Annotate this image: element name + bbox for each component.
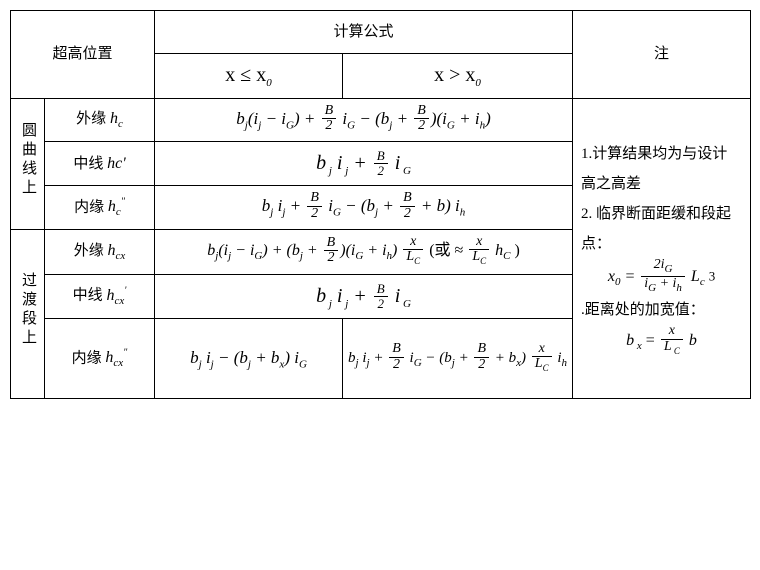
col-header-note: 注	[573, 11, 751, 99]
note-2: 2. 临界断面距缓和段起点：	[581, 199, 742, 259]
header-row-1: 超高位置 计算公式 注	[11, 11, 751, 54]
note-1: 1.计算结果均为与设计高之高差	[581, 139, 742, 199]
notes-cell: 1.计算结果均为与设计高之高差 2. 临界断面距缓和段起点： x0 = 2iGi…	[573, 98, 751, 399]
label-hc: 外缘 hc	[45, 98, 155, 141]
formula-hc: bj(ij − iG) + B2 iG − (bj + B2)(iG + ih)	[155, 98, 573, 141]
label-hcprime: 中线 hc'	[45, 141, 155, 186]
subheader-xle: x ≤ x0	[155, 54, 343, 99]
formula-hcx2-right: bj ij + B2 iG − (bj + B2 + bx) xLC ih	[343, 319, 573, 399]
label-hcx: 外缘 hcx	[45, 229, 155, 274]
formula-hcx: bj(ij − iG) + (bj + B2)(iG + ih) xLC (或 …	[155, 229, 573, 274]
note-4: .距离处的加宽值：	[581, 295, 742, 325]
group-transition: 过渡段上	[11, 229, 45, 398]
label-hcx2: 内缘 hcx"	[45, 319, 155, 399]
note-3: x0 = 2iGiG + ih Lc 3	[581, 259, 742, 295]
label-hc2: 内缘 hc"	[45, 186, 155, 229]
formula-hc2: bj ij + B2 iG − (bj + B2 + b) ih	[155, 186, 573, 229]
subheader-xgt: x > x0	[343, 54, 573, 99]
col-header-formula: 计算公式	[155, 11, 573, 54]
row-outer-edge-circle: 圆曲线上 外缘 hc bj(ij − iG) + B2 iG − (bj + B…	[11, 98, 751, 141]
superelevation-table: 超高位置 计算公式 注 x ≤ x0 x > x0 圆曲线上 外缘 hc bj(…	[10, 10, 751, 399]
col-header-position: 超高位置	[11, 11, 155, 99]
note-5: b x = xL C b	[581, 325, 742, 357]
group-circle: 圆曲线上	[11, 98, 45, 229]
formula-hcprime: b j i j + B2 i G	[155, 141, 573, 186]
label-hcxprime: 中线 hcx'	[45, 274, 155, 319]
formula-hcxprime: b j i j + B2 i G	[155, 274, 573, 319]
formula-hcx2-left: bj ij − (bj + bx) iG	[155, 319, 343, 399]
